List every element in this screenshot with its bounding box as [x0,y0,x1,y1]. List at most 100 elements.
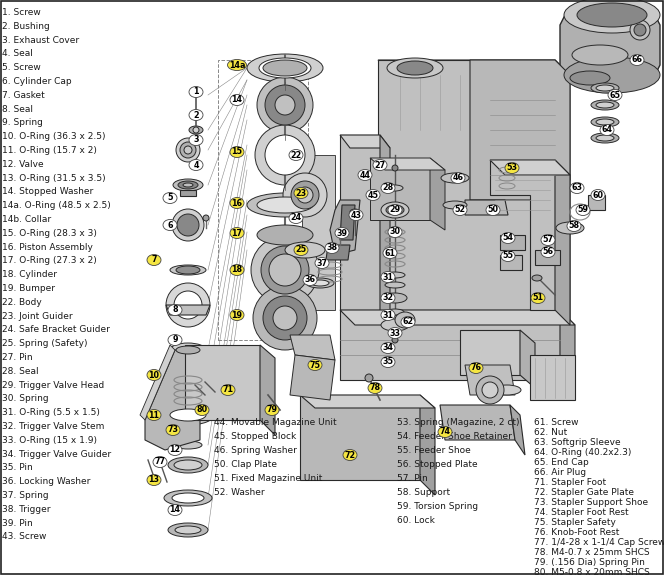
Circle shape [184,146,192,154]
Ellipse shape [486,205,500,216]
Text: 2: 2 [193,110,199,120]
Ellipse shape [168,523,208,537]
Text: 43. Screw: 43. Screw [2,532,46,542]
Ellipse shape [230,309,244,320]
Ellipse shape [596,135,614,141]
Ellipse shape [257,225,313,245]
Ellipse shape [325,243,339,254]
Ellipse shape [541,235,555,246]
Polygon shape [378,60,555,310]
Text: 28. Seal: 28. Seal [2,367,39,376]
Text: 19: 19 [232,310,242,320]
Ellipse shape [168,457,208,473]
Ellipse shape [395,312,415,328]
Text: 78: 78 [369,384,380,393]
Bar [218,60,308,340]
Text: 28: 28 [382,183,394,193]
Polygon shape [340,205,355,240]
Ellipse shape [230,147,244,158]
Text: 73. Stapler Support Shoe: 73. Stapler Support Shoe [534,498,648,507]
Ellipse shape [261,246,309,294]
Ellipse shape [381,356,395,367]
Text: 56: 56 [542,247,554,256]
Text: 4. Seal: 4. Seal [2,49,33,59]
Text: 14a. O-Ring (48.5 x 2.5): 14a. O-Ring (48.5 x 2.5) [2,201,111,210]
Ellipse shape [501,232,515,243]
Ellipse shape [289,213,303,224]
Ellipse shape [189,86,203,98]
Polygon shape [180,190,196,196]
Text: 46: 46 [452,174,463,182]
Ellipse shape [263,296,307,340]
Text: 75: 75 [309,361,321,370]
Ellipse shape [168,444,182,455]
Ellipse shape [381,319,409,331]
Text: 12: 12 [169,446,181,454]
Text: 64. O-Ring (40.2x2.3): 64. O-Ring (40.2x2.3) [534,448,631,457]
Text: 60: 60 [592,190,604,200]
Text: 63: 63 [572,183,582,193]
Text: 44. Movable Magazine Unit: 44. Movable Magazine Unit [214,418,337,427]
Text: 37: 37 [317,259,327,267]
Ellipse shape [259,58,311,78]
Polygon shape [326,245,350,260]
Ellipse shape [163,220,177,231]
Polygon shape [430,158,445,230]
Ellipse shape [230,197,244,209]
Ellipse shape [168,305,182,316]
Ellipse shape [297,187,313,203]
Text: 7: 7 [151,255,157,264]
Ellipse shape [153,457,167,467]
Text: 77. 1/4-28 x 1-1/4 Cap Screw: 77. 1/4-28 x 1-1/4 Cap Screw [534,538,664,547]
Text: 36. Locking Washer: 36. Locking Washer [2,477,90,486]
Ellipse shape [308,359,322,370]
Text: 6. Cylinder Cap: 6. Cylinder Cap [2,77,72,86]
Text: 22: 22 [290,151,301,159]
Ellipse shape [174,441,202,449]
Text: 5: 5 [167,194,173,202]
Text: 29: 29 [390,205,400,214]
Text: 5. Screw: 5. Screw [2,63,41,72]
Text: 9. Spring: 9. Spring [2,118,43,128]
Polygon shape [340,310,575,325]
Polygon shape [145,350,200,450]
Text: 71: 71 [222,385,234,394]
Text: 16: 16 [232,198,242,208]
Ellipse shape [315,258,329,269]
Ellipse shape [253,286,317,350]
Ellipse shape [343,450,357,461]
Ellipse shape [505,163,519,174]
Text: 45. Stopped Block: 45. Stopped Block [214,432,296,441]
Text: 8. Seal: 8. Seal [2,105,33,114]
Text: 55: 55 [503,251,513,260]
Polygon shape [535,250,560,265]
Text: 14: 14 [169,505,181,515]
Text: 71. Stapler Foot: 71. Stapler Foot [534,478,606,487]
Text: 61. Screw: 61. Screw [534,418,578,427]
Ellipse shape [556,222,584,234]
Text: 59: 59 [578,205,588,214]
Text: 38. Trigger: 38. Trigger [2,505,50,514]
Text: 51: 51 [533,293,544,302]
Ellipse shape [381,343,395,354]
Text: 79: 79 [266,405,278,415]
Ellipse shape [164,490,212,506]
Circle shape [634,24,646,36]
Text: 31: 31 [382,273,394,282]
Text: 57. Pin: 57. Pin [397,474,428,483]
Ellipse shape [173,179,203,191]
Ellipse shape [388,227,402,237]
Text: 13: 13 [149,476,159,485]
Ellipse shape [247,54,323,82]
Text: 74. Stapler Foot Rest: 74. Stapler Foot Rest [534,508,629,517]
Ellipse shape [441,173,469,183]
Ellipse shape [386,309,404,315]
Ellipse shape [255,125,315,185]
Text: 39. Pin: 39. Pin [2,519,33,528]
Text: 38: 38 [327,243,337,252]
Ellipse shape [349,209,363,220]
Polygon shape [340,135,390,148]
Ellipse shape [203,215,209,221]
Text: 33: 33 [390,328,400,338]
Ellipse shape [570,71,610,85]
